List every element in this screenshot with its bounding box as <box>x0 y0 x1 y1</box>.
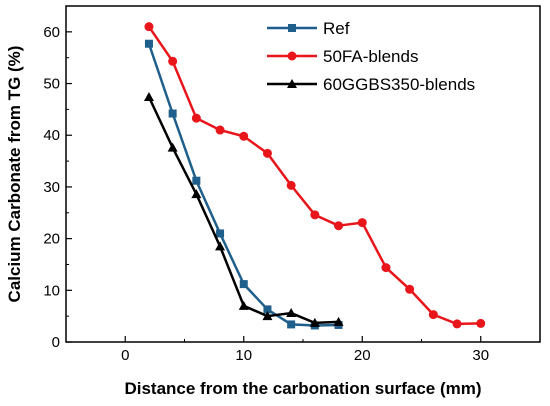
data-point-50fa-blends <box>286 180 296 190</box>
data-point-60ggbs350-blends <box>238 300 249 310</box>
legend: Ref 50FA-blends 60GGBS350-blends <box>267 19 475 94</box>
legend-item-50fa-blends: 50FA-blends <box>267 47 418 66</box>
y-tick-label: 50 <box>43 76 60 93</box>
data-point-ref <box>216 229 225 238</box>
y-tick-label: 20 <box>43 231 60 248</box>
data-point-50fa-blends <box>476 318 486 328</box>
y-tick-label: 0 <box>52 334 60 351</box>
data-point-50fa-blends <box>168 56 178 66</box>
data-point-50fa-blends <box>191 113 201 123</box>
data-point-60ggbs350-blends <box>262 311 273 321</box>
legend-item-60ggbs350-blends: 60GGBS350-blends <box>267 75 475 94</box>
x-tick-label: 20 <box>354 347 371 364</box>
y-tick-label: 10 <box>43 282 60 299</box>
data-point-50fa-blends <box>144 22 154 32</box>
data-point-50fa-blends <box>452 319 462 329</box>
data-point-50fa-blends <box>310 210 320 220</box>
series-60ggbs350-blends <box>143 91 344 327</box>
data-point-ref <box>168 109 177 118</box>
data-point-60ggbs350-blends <box>143 91 154 101</box>
y-tick-label: 60 <box>43 24 60 41</box>
data-point-50fa-blends <box>262 148 272 158</box>
x-tick-label: 10 <box>235 347 252 364</box>
y-axis-title: Calcium Carbonate from TG (%) <box>5 46 24 303</box>
data-point-ref <box>192 176 201 185</box>
data-point-60ggbs350-blends <box>333 316 344 326</box>
series-line-50fa-blends <box>147 25 481 326</box>
legend-label: Ref <box>323 19 350 38</box>
series-layer <box>143 22 486 330</box>
x-axis-title: Distance from the carbonation surface (m… <box>124 379 481 398</box>
data-point-ref <box>239 280 248 289</box>
legend-marker <box>287 51 297 61</box>
data-point-ref <box>287 320 296 329</box>
data-point-50fa-blends <box>239 131 249 141</box>
data-point-60ggbs350-blends <box>191 189 202 199</box>
data-point-50fa-blends <box>215 125 225 135</box>
data-point-50fa-blends <box>405 284 415 294</box>
data-point-50fa-blends <box>381 263 391 273</box>
legend-marker <box>288 24 296 32</box>
legend-label: 60GGBS350-blends <box>323 75 475 94</box>
data-point-60ggbs350-blends <box>215 241 226 251</box>
data-point-ref <box>144 39 153 48</box>
data-point-60ggbs350-blends <box>309 317 320 327</box>
data-point-50fa-blends <box>357 218 367 228</box>
x-tick-label: 0 <box>121 347 129 364</box>
data-point-50fa-blends <box>428 310 438 320</box>
series-50fa-blends <box>144 22 486 329</box>
legend-item-ref: Ref <box>267 19 350 38</box>
data-point-60ggbs350-blends <box>167 142 178 152</box>
y-tick-label: 40 <box>43 127 60 144</box>
data-point-60ggbs350-blends <box>286 308 297 318</box>
axis-ticks: 0 10 20 30 0 10 20 30 40 50 60 <box>43 24 541 364</box>
legend-marker <box>287 79 297 88</box>
x-tick-label: 30 <box>472 347 489 364</box>
legend-label: 50FA-blends <box>323 47 418 66</box>
y-tick-label: 30 <box>43 179 60 196</box>
data-point-50fa-blends <box>334 221 344 231</box>
data-point-ref <box>263 305 272 314</box>
